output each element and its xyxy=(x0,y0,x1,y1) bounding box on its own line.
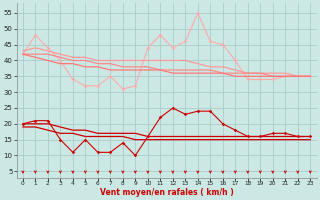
X-axis label: Vent moyen/en rafales ( km/h ): Vent moyen/en rafales ( km/h ) xyxy=(100,188,234,197)
